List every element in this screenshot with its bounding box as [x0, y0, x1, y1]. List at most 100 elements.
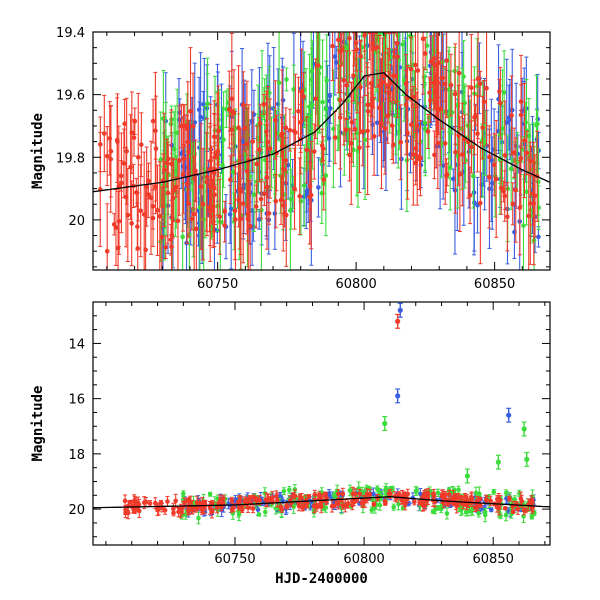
data-point: [293, 73, 298, 192]
data-point: [274, 490, 279, 502]
data-point: [118, 160, 124, 192]
data-point: [287, 108, 293, 152]
data-point: [432, 130, 437, 180]
data-point: [467, 166, 473, 225]
data-point: [528, 141, 533, 265]
y-tick-label: 20: [68, 503, 85, 518]
data-point: [288, 168, 294, 230]
data-point: [511, 127, 517, 178]
data-point: [237, 499, 242, 505]
data-point: [469, 492, 474, 502]
data-point: [181, 104, 186, 214]
data-point: [391, 503, 397, 511]
data-point: [475, 32, 481, 140]
data-point: [476, 509, 481, 518]
data-point: [311, 123, 317, 180]
data-point: [382, 415, 388, 432]
data-point: [198, 123, 204, 250]
data-point: [431, 491, 436, 497]
data-point: [322, 491, 328, 497]
data-point: [536, 226, 541, 248]
data-point: [452, 46, 457, 96]
x-tick-label: 60750: [214, 552, 255, 567]
data-point: [238, 128, 244, 255]
data-point: [495, 454, 501, 470]
data-point: [190, 72, 196, 181]
data-point: [422, 74, 428, 172]
data-point: [108, 105, 114, 198]
data-point: [435, 488, 441, 498]
data-point: [175, 158, 181, 270]
data-point: [518, 109, 524, 207]
data-point: [380, 37, 385, 128]
data-point: [436, 83, 441, 135]
data-point: [370, 32, 376, 108]
y-tick-label: 14: [68, 337, 85, 352]
data-point: [371, 501, 377, 507]
data-point: [200, 147, 206, 261]
data-point: [208, 103, 213, 218]
data-point: [506, 407, 512, 423]
data-point: [503, 489, 509, 497]
data-point: [312, 489, 318, 500]
data-point: [185, 81, 191, 203]
data-point: [324, 34, 330, 127]
data-point: [362, 32, 367, 52]
data-point: [216, 85, 221, 177]
flare-points: [382, 302, 530, 484]
data-point: [161, 112, 167, 228]
data-point: [308, 140, 314, 250]
data-point: [489, 98, 494, 222]
series-2: [122, 486, 535, 520]
data-point: [158, 111, 164, 208]
data-point: [281, 487, 287, 495]
data-point: [498, 161, 504, 215]
data-point: [493, 120, 499, 238]
data-point: [521, 421, 527, 437]
data-point: [502, 505, 508, 511]
data-point: [236, 172, 241, 228]
data-point: [510, 182, 516, 226]
data-point: [262, 181, 267, 207]
x-tick-label: 60850: [474, 277, 515, 292]
data-point: [440, 489, 445, 499]
data-point: [460, 102, 465, 207]
data-point: [410, 85, 416, 108]
data-point: [360, 96, 366, 167]
data-point: [221, 494, 226, 502]
x-tick-label: 60750: [197, 277, 238, 292]
data-point: [185, 497, 191, 503]
data-point: [296, 76, 301, 146]
data-point: [453, 90, 458, 214]
data-point: [104, 126, 110, 187]
data-point: [354, 32, 360, 114]
y-tick-label: 19.6: [56, 89, 85, 104]
data-point: [444, 507, 450, 520]
data-point: [139, 112, 144, 178]
data-point: [163, 235, 169, 259]
data-point: [165, 141, 171, 245]
bottom-panel: 60750 60800 60850 14 16 18 20 Magnitude HJD-2400…: [30, 301, 551, 587]
data-point: [97, 131, 103, 247]
data-point: [231, 69, 237, 157]
x-tick-label: 60800: [343, 552, 384, 567]
data-point: [486, 125, 492, 229]
data-point: [229, 32, 235, 165]
data-point: [448, 53, 454, 117]
data-point: [181, 490, 186, 497]
data-point: [229, 496, 235, 504]
x-axis-title: HJD-2400000: [275, 571, 368, 587]
y-axis-title: Magnitude: [30, 386, 46, 462]
data-point: [397, 302, 403, 318]
data-point: [215, 137, 221, 165]
data-point: [287, 486, 292, 494]
data-point: [484, 32, 489, 147]
data-point: [157, 161, 163, 270]
data-point: [128, 114, 133, 220]
data-point: [207, 500, 213, 515]
data-point: [244, 108, 250, 235]
data-point: [311, 498, 317, 514]
data-point: [498, 66, 503, 140]
data-point: [231, 503, 237, 512]
data-point: [269, 491, 275, 505]
